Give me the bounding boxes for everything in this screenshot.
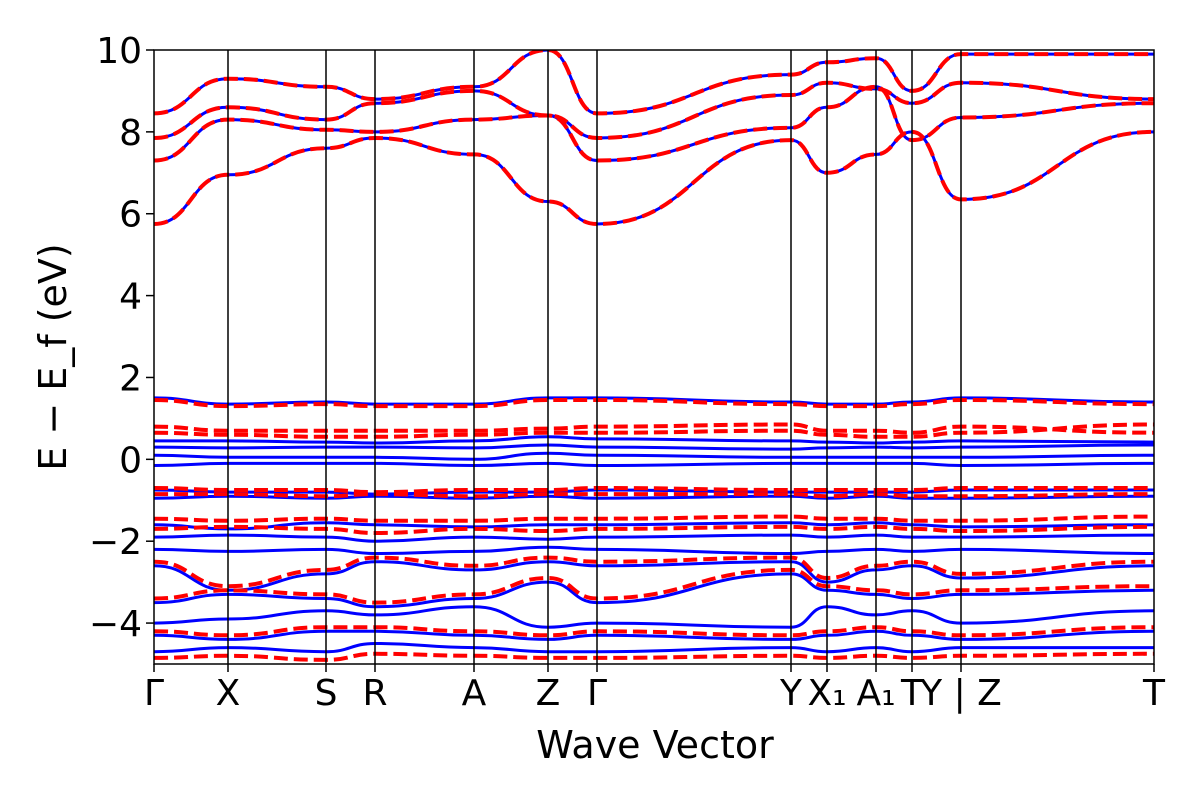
dashed-band-11	[154, 555, 1154, 589]
y-tick-label: 6	[119, 195, 142, 236]
dashed-band-3	[154, 50, 1154, 116]
dashed-band-8	[154, 492, 1154, 499]
dashed-band-2	[154, 80, 1154, 141]
solid-band-16	[154, 605, 1154, 629]
plot-frame	[153, 49, 1155, 665]
x-tick-label: A	[462, 673, 487, 714]
y-tick-label: 0	[119, 440, 142, 481]
dashed-band-0	[154, 129, 1154, 227]
solid-band-3	[154, 50, 1154, 115]
y-tick-label: −4	[89, 604, 142, 645]
x-tick-label: T	[900, 673, 924, 714]
solid-band-12	[154, 533, 1154, 543]
solid-band-14	[154, 560, 1154, 592]
bands-layer	[154, 50, 1154, 662]
y-axis-ticks: −4 −2 0 2 4 6 8 10	[89, 31, 154, 645]
x-tick-label: S	[315, 673, 338, 714]
y-axis-label: E − E_f (eV)	[31, 243, 75, 471]
y-tick-label: −2	[89, 522, 142, 563]
y-tick-label: 2	[119, 358, 142, 399]
x-tick-label: T	[1142, 673, 1166, 714]
x-tick-label: A₁	[856, 673, 895, 714]
solid-band-13	[154, 545, 1154, 556]
x-tick-label: Z	[536, 673, 561, 714]
x-tick-label: Y	[779, 673, 803, 714]
dashed-band-9	[154, 514, 1154, 523]
x-tick-label: Γ	[587, 673, 607, 714]
y-tick-label: 10	[96, 31, 142, 72]
y-tick-label: 4	[119, 277, 142, 318]
solid-band-18	[154, 641, 1154, 654]
x-tick-label: Γ	[144, 673, 164, 714]
x-tick-label: Y | Z	[919, 673, 1002, 714]
x-tick-label: X₁	[807, 673, 846, 714]
x-tick-label: X	[216, 673, 241, 714]
solid-band-7	[154, 451, 1154, 461]
y-tick-label: 8	[119, 113, 142, 154]
x-axis-label: Wave Vector	[536, 723, 774, 767]
solid-band-8	[154, 461, 1154, 468]
kpoint-divider-lines	[227, 50, 962, 664]
x-tick-label: R	[362, 673, 387, 714]
dashed-band-14	[154, 651, 1154, 662]
solid-band-6	[154, 443, 1154, 451]
